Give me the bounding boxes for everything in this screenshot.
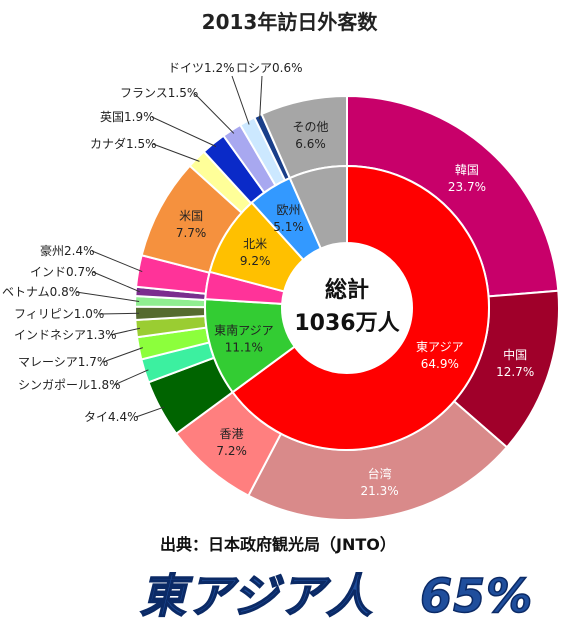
inner-label: 北米 xyxy=(243,237,267,251)
outer-label: 韓国 xyxy=(455,163,479,177)
inner-pct: 5.1% xyxy=(273,220,304,234)
center-label-total: 総計 xyxy=(325,277,369,303)
outer-pct: 6.6% xyxy=(295,137,326,151)
leader-line xyxy=(98,312,140,315)
outside-label: 英国1.9% xyxy=(100,110,155,124)
leader-line xyxy=(231,75,250,125)
donut-chart: 東アジア 64.9% 東南アジア 11.1% 北米 9.2% 欧州 5.1% 韓国 23.7% 中国… xyxy=(2,61,560,521)
inner-label: 東アジア xyxy=(416,340,464,354)
outside-label: インドネシア1.3% xyxy=(14,328,117,342)
outside-label: フランス1.5% xyxy=(120,86,198,100)
outside-label: ベトナム0.8% xyxy=(2,285,80,299)
leader-line xyxy=(109,327,141,336)
outer-pct: 7.7% xyxy=(176,226,207,240)
leader-line xyxy=(91,250,143,273)
inner-pct: 64.9% xyxy=(421,357,459,371)
leader-line xyxy=(92,271,140,293)
leader-line xyxy=(193,92,235,134)
outside-label: フィリピン1.0% xyxy=(14,307,104,321)
outer-label: 香港 xyxy=(220,427,244,441)
outer-label: 米国 xyxy=(179,209,203,223)
leader-line xyxy=(75,291,140,302)
center-label-value: 1036万人 xyxy=(294,311,399,336)
outer-label: その他 xyxy=(293,120,329,134)
inner-label: 欧州 xyxy=(277,203,301,217)
leader-line xyxy=(152,143,200,162)
outside-label: シンガポール1.8% xyxy=(18,378,121,392)
chart-title: 2013年訪日外客数 xyxy=(201,10,378,34)
outside-label: タイ4.4% xyxy=(84,410,139,424)
inner-ring xyxy=(204,164,490,451)
source-note: 出典：日本政府観光局（JNTO） xyxy=(160,535,396,554)
leader-lines xyxy=(75,75,263,418)
outer-pct: 23.7% xyxy=(448,180,486,194)
outer-ring xyxy=(133,94,560,521)
outer-label: 中国 xyxy=(503,347,527,362)
outside-label: ドイツ1.2% xyxy=(168,61,235,75)
headline-banner: 東アジア人 65% xyxy=(139,568,534,624)
outer-pct: 7.2% xyxy=(216,444,247,458)
outside-label: マレーシア1.7% xyxy=(18,355,108,369)
inner-pct: 11.1% xyxy=(225,340,263,354)
slice-labels: 東アジア 64.9% 東南アジア 11.1% 北米 9.2% 欧州 5.1% 韓国 23.7% 中国… xyxy=(2,61,534,498)
inner-pct: 9.2% xyxy=(240,254,271,268)
outside-label: インド0.7% xyxy=(30,265,97,279)
outer-label: 台湾 xyxy=(368,466,392,481)
outer-pct: 12.7% xyxy=(496,365,534,379)
inner-label: 東南アジア xyxy=(214,322,274,337)
outside-label: カナダ1.5% xyxy=(90,136,157,151)
leader-line xyxy=(151,116,217,147)
center-hole xyxy=(282,243,412,373)
outside-label: 豪州2.4% xyxy=(40,243,95,258)
leader-line xyxy=(135,406,165,418)
outside-label: ロシア0.6% xyxy=(236,61,303,75)
leader-line xyxy=(102,347,143,363)
leader-line xyxy=(259,75,263,120)
leader-line xyxy=(113,369,149,386)
outer-pct: 21.3% xyxy=(361,484,399,498)
